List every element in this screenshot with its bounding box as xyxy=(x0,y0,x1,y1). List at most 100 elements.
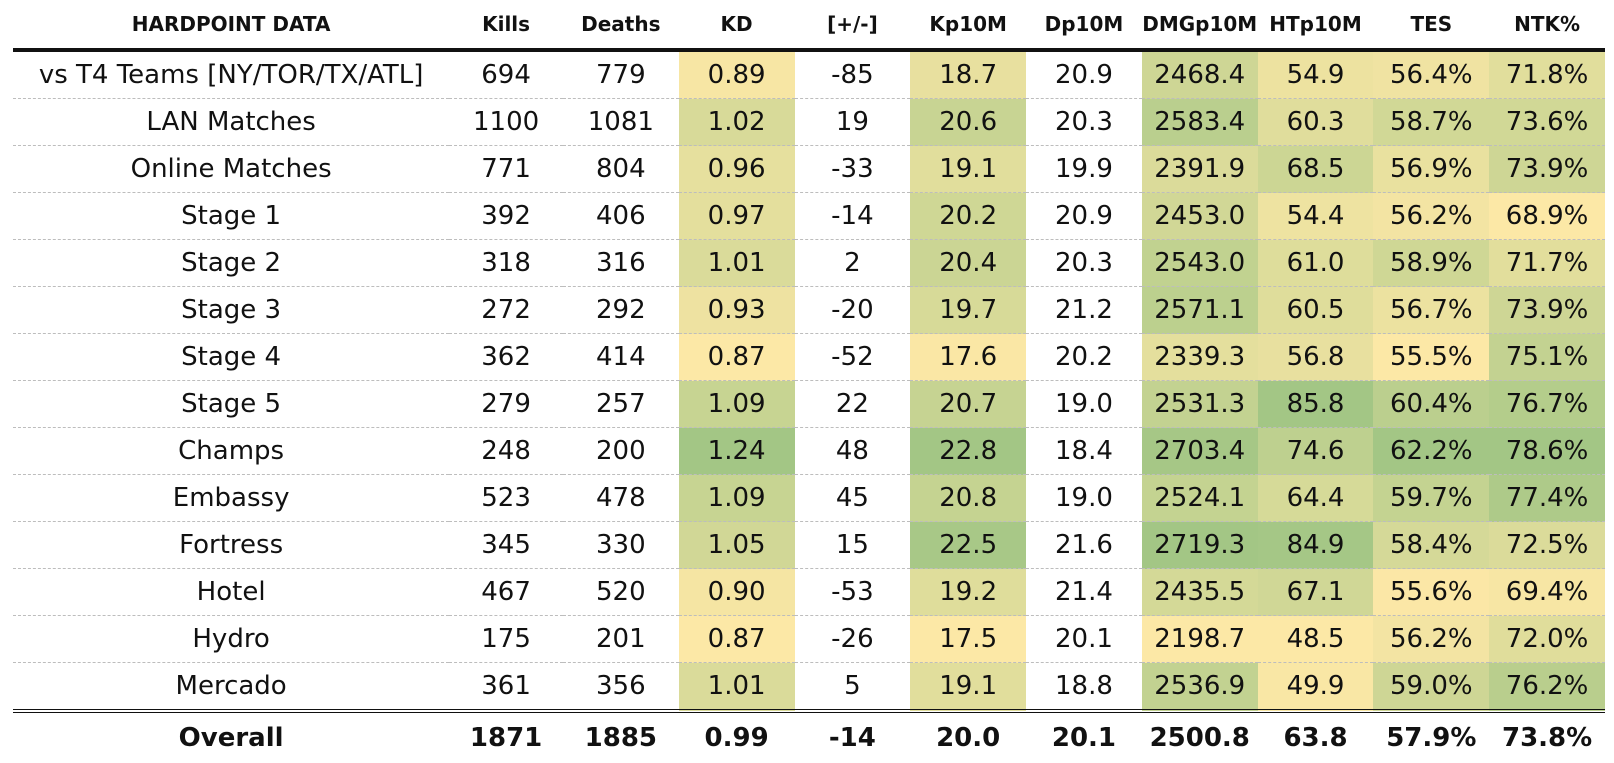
cell-kills: 362 xyxy=(449,333,563,381)
row-label: Champs xyxy=(13,427,450,475)
cell-tes: 59.7% xyxy=(1373,474,1490,522)
cell-: -33 xyxy=(794,145,911,193)
cell-deaths: 292 xyxy=(562,286,679,334)
cell-kills: 1100 xyxy=(449,98,563,146)
row-label: Embassy xyxy=(13,474,450,522)
cell-tes: 56.2% xyxy=(1373,192,1490,240)
table-row-embassy: Embassy 523 478 1.09 45 20.8 19.0 2524.1 64.4 59.… xyxy=(13,474,1605,522)
cell-dp10m: 21.4 xyxy=(1026,568,1142,616)
cell-deaths: 779 xyxy=(562,50,679,99)
cell-ntkpct: 71.7% xyxy=(1489,239,1605,287)
table-row-stage-4: Stage 4 362 414 0.87 -52 17.6 20.2 2339.3 56.8 55… xyxy=(13,333,1605,381)
cell-: 48 xyxy=(794,427,911,475)
total-cell-deaths: 1885 xyxy=(562,709,679,763)
cell-htp10m: 84.9 xyxy=(1257,521,1374,569)
row-label: Mercado xyxy=(13,662,450,712)
cell-ntkpct: 76.2% xyxy=(1489,662,1605,712)
cell-ntkpct: 73.6% xyxy=(1489,98,1605,146)
column-header-htp10m: HTp10M xyxy=(1257,0,1374,52)
cell-dp10m: 18.8 xyxy=(1026,662,1142,712)
table-row-online-matches: Online Matches 771 804 0.96 -33 19.1 19.9 2391.… xyxy=(13,145,1605,193)
cell-htp10m: 85.8 xyxy=(1257,380,1374,428)
cell-kp10m: 18.7 xyxy=(910,50,1027,99)
cell-kills: 392 xyxy=(449,192,563,240)
cell-dmgp10m: 2536.9 xyxy=(1141,662,1258,712)
cell-dp10m: 21.6 xyxy=(1026,521,1142,569)
cell-kp10m: 19.1 xyxy=(910,145,1027,193)
table-header-row: HARDPOINT DATA Kills Deaths KD [+/-] Kp10M Dp… xyxy=(13,0,1605,52)
row-label: Fortress xyxy=(13,521,450,569)
cell-kills: 467 xyxy=(449,568,563,616)
cell-ntkpct: 69.4% xyxy=(1489,568,1605,616)
cell-dp10m: 20.1 xyxy=(1026,615,1142,663)
cell-tes: 56.7% xyxy=(1373,286,1490,334)
cell-: 45 xyxy=(794,474,911,522)
cell-tes: 58.9% xyxy=(1373,239,1490,287)
cell-htp10m: 49.9 xyxy=(1257,662,1374,712)
cell-deaths: 520 xyxy=(562,568,679,616)
hardpoint-stats-table: HARDPOINT DATA Kills Deaths KD [+/-] Kp10M Dp… xyxy=(13,0,1605,763)
cell-dp10m: 20.9 xyxy=(1026,192,1142,240)
cell-tes: 60.4% xyxy=(1373,380,1490,428)
cell-tes: 56.9% xyxy=(1373,145,1490,193)
cell-dmgp10m: 2198.7 xyxy=(1141,615,1258,663)
total-cell-ntkpct: 73.8% xyxy=(1489,709,1605,763)
cell-kills: 279 xyxy=(449,380,563,428)
cell-ntkpct: 68.9% xyxy=(1489,192,1605,240)
total-cell-dp10m: 20.1 xyxy=(1026,709,1142,763)
cell-kp10m: 17.5 xyxy=(910,615,1027,663)
row-label: Stage 1 xyxy=(13,192,450,240)
cell-dp10m: 20.9 xyxy=(1026,50,1142,99)
cell-deaths: 200 xyxy=(562,427,679,475)
cell-deaths: 804 xyxy=(562,145,679,193)
row-label: Stage 4 xyxy=(13,333,450,381)
cell-tes: 56.4% xyxy=(1373,50,1490,99)
cell-ntkpct: 73.9% xyxy=(1489,145,1605,193)
cell-dp10m: 18.4 xyxy=(1026,427,1142,475)
cell-kp10m: 19.7 xyxy=(910,286,1027,334)
column-header-dmgp10m: DMGp10M xyxy=(1141,0,1258,52)
column-header-dp10m: Dp10M xyxy=(1026,0,1142,52)
cell-dp10m: 19.0 xyxy=(1026,380,1142,428)
cell-kd: 1.05 xyxy=(678,521,795,569)
cell-ntkpct: 72.0% xyxy=(1489,615,1605,663)
cell-kd: 0.93 xyxy=(678,286,795,334)
cell-kp10m: 19.2 xyxy=(910,568,1027,616)
cell-htp10m: 48.5 xyxy=(1257,615,1374,663)
cell-tes: 56.2% xyxy=(1373,615,1490,663)
cell-htp10m: 60.3 xyxy=(1257,98,1374,146)
column-header-deaths: Deaths xyxy=(562,0,679,52)
cell-kills: 248 xyxy=(449,427,563,475)
cell-htp10m: 54.9 xyxy=(1257,50,1374,99)
cell-: -26 xyxy=(794,615,911,663)
cell-tes: 55.5% xyxy=(1373,333,1490,381)
cell-dp10m: 20.2 xyxy=(1026,333,1142,381)
cell-kp10m: 20.6 xyxy=(910,98,1027,146)
row-label: Hydro xyxy=(13,615,450,663)
column-header-ntkpct: NTK% xyxy=(1489,0,1605,52)
cell-htp10m: 54.4 xyxy=(1257,192,1374,240)
cell-ntkpct: 77.4% xyxy=(1489,474,1605,522)
cell-dmgp10m: 2435.5 xyxy=(1141,568,1258,616)
table-row-stage-3: Stage 3 272 292 0.93 -20 19.7 21.2 2571.1 60.5 56… xyxy=(13,286,1605,334)
table-row-fortress: Fortress 345 330 1.05 15 22.5 21.6 2719.3 84.9 58… xyxy=(13,521,1605,569)
cell-dmgp10m: 2531.3 xyxy=(1141,380,1258,428)
total-cell-tes: 57.9% xyxy=(1373,709,1490,763)
cell-kills: 175 xyxy=(449,615,563,663)
cell-ntkpct: 76.7% xyxy=(1489,380,1605,428)
cell-deaths: 406 xyxy=(562,192,679,240)
table-row-vs-t4-teams-ny-tor-tx-atl: vs T4 Teams [NY/TOR/TX/ATL] 694 779 0.89 -85… xyxy=(13,50,1605,99)
cell-tes: 58.4% xyxy=(1373,521,1490,569)
table-row-stage-1: Stage 1 392 406 0.97 -14 20.2 20.9 2453.0 54.4 56… xyxy=(13,192,1605,240)
row-label: Stage 2 xyxy=(13,239,450,287)
row-label: LAN Matches xyxy=(13,98,450,146)
column-header-kp10m: Kp10M xyxy=(910,0,1027,52)
overall-total-row: Overall 1871 1885 0.99 -14 20.0 20.1 2500.8 63.8… xyxy=(13,709,1605,763)
cell-: -52 xyxy=(794,333,911,381)
cell-htp10m: 60.5 xyxy=(1257,286,1374,334)
cell-kd: 0.90 xyxy=(678,568,795,616)
cell-ntkpct: 78.6% xyxy=(1489,427,1605,475)
cell-kd: 1.01 xyxy=(678,662,795,712)
cell-tes: 62.2% xyxy=(1373,427,1490,475)
